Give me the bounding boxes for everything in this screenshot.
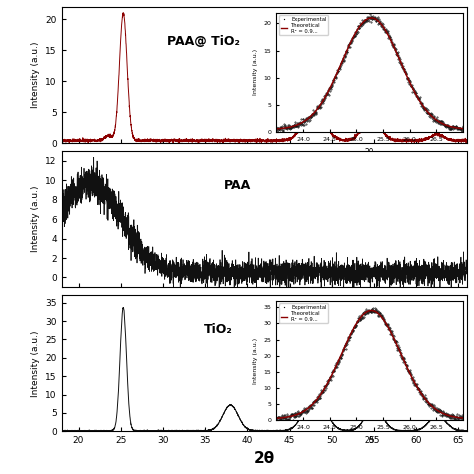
X-axis label: 2θ: 2θ: [254, 451, 275, 466]
Y-axis label: Intensity (a.u.): Intensity (a.u.): [31, 186, 40, 253]
Y-axis label: Intensity (a.u.): Intensity (a.u.): [31, 42, 40, 109]
Text: TiO₂: TiO₂: [203, 323, 232, 337]
Text: PAA: PAA: [224, 179, 251, 192]
Y-axis label: Intensity (a.u.): Intensity (a.u.): [31, 330, 40, 397]
Text: PAA@ TiO₂: PAA@ TiO₂: [167, 35, 240, 48]
